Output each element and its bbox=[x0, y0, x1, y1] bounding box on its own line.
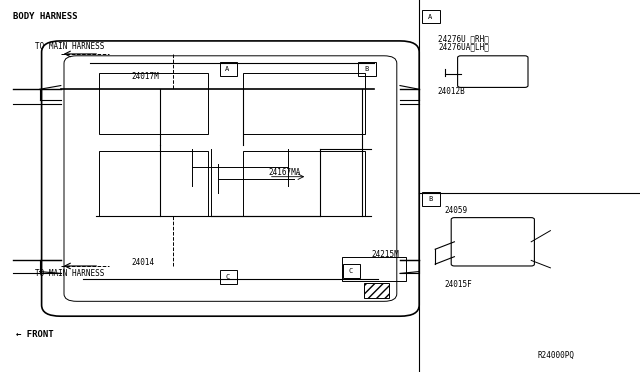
Bar bbox=[99, 151, 208, 216]
Bar bbox=[243, 73, 365, 134]
Text: 24215M: 24215M bbox=[371, 250, 399, 259]
Bar bbox=[220, 62, 237, 76]
Bar bbox=[342, 257, 406, 281]
Bar bbox=[220, 270, 237, 284]
Text: TO MAIN HARNESS: TO MAIN HARNESS bbox=[35, 269, 104, 278]
Bar bbox=[243, 151, 365, 216]
Text: 24012B: 24012B bbox=[437, 87, 465, 96]
Bar bbox=[364, 283, 389, 298]
Bar bbox=[358, 62, 376, 76]
Text: B: B bbox=[428, 196, 432, 202]
Bar bbox=[422, 10, 440, 23]
Text: A: A bbox=[428, 14, 432, 20]
Text: 24014: 24014 bbox=[131, 258, 154, 267]
Text: C: C bbox=[225, 274, 229, 280]
Text: A: A bbox=[225, 66, 229, 72]
Text: ← FRONT: ← FRONT bbox=[16, 330, 54, 339]
Text: 24015F: 24015F bbox=[445, 280, 472, 289]
Bar bbox=[422, 192, 440, 206]
Text: 24276UA〈LH〉: 24276UA〈LH〉 bbox=[438, 42, 489, 51]
Text: 24276U 〈RH〉: 24276U 〈RH〉 bbox=[438, 35, 489, 44]
Bar bbox=[343, 264, 360, 278]
Text: B: B bbox=[364, 66, 368, 72]
Text: TO MAIN HARNESS: TO MAIN HARNESS bbox=[35, 42, 104, 51]
Text: 24059: 24059 bbox=[445, 206, 468, 215]
Text: BODY HARNESS: BODY HARNESS bbox=[13, 12, 77, 21]
Text: C: C bbox=[349, 268, 353, 274]
Text: R24000PQ: R24000PQ bbox=[538, 351, 575, 360]
Text: 24017M: 24017M bbox=[131, 72, 159, 81]
Bar bbox=[99, 73, 208, 134]
Text: 24167MA: 24167MA bbox=[269, 169, 301, 177]
